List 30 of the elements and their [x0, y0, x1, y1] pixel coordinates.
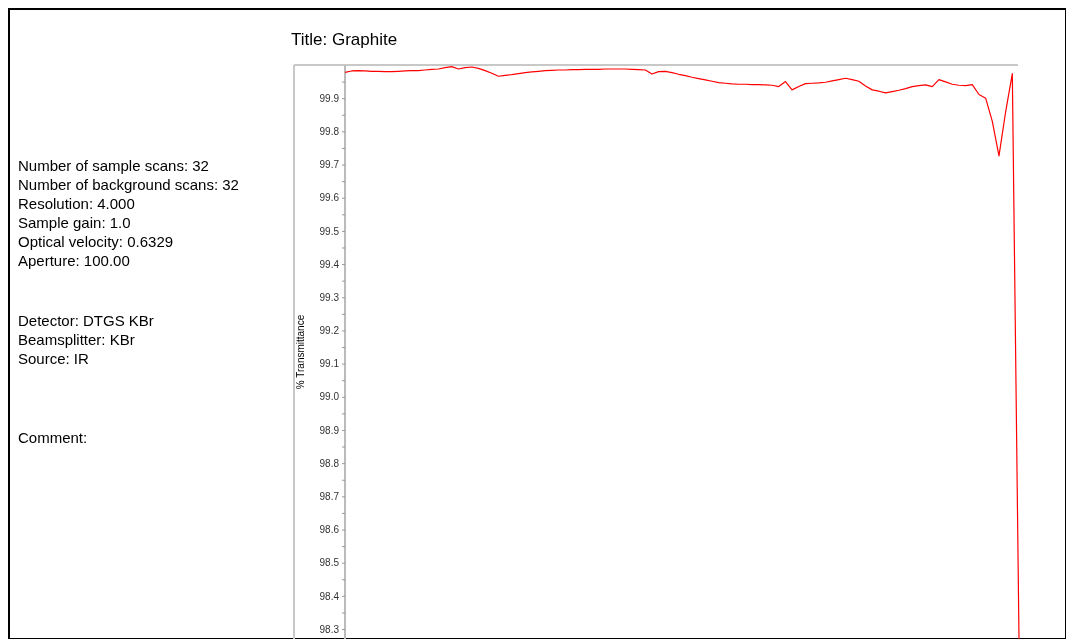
y-tick-label: 98.9: [319, 424, 340, 436]
text: Resolution: 4.000: [18, 195, 135, 212]
y-tick-label: 98.8: [319, 457, 340, 469]
text: Number of sample scans: 32: [18, 157, 209, 174]
y-tick-label: 98.4: [319, 590, 340, 602]
text: Sample gain: 1.0: [18, 214, 131, 231]
y-tick-label: 99.4: [319, 258, 340, 270]
text: Aperture: 100.00: [18, 252, 130, 269]
y-tick-label: 99.5: [319, 225, 340, 237]
y-axis-title: % Transmittance: [295, 314, 306, 390]
y-tick-label: 99.1: [319, 358, 340, 370]
y-tick-label: 99.0: [319, 391, 340, 403]
y-tick-label: 99.9: [319, 92, 340, 104]
line-series: [344, 66, 1020, 639]
y-tick-label: 98.6: [319, 524, 340, 536]
y-tick-label: 98.3: [319, 623, 340, 635]
text: Optical velocity: 0.6329: [18, 233, 174, 250]
text: Number of background scans: 32: [18, 176, 239, 193]
y-tick-label: 99.8: [319, 126, 340, 138]
chart-title: Title: Graphite: [291, 30, 398, 49]
text: Comment:: [18, 429, 88, 446]
y-tick-label: 99.3: [319, 291, 340, 303]
y-tick-label: 98.7: [319, 491, 340, 503]
y-tick-label: 99.6: [319, 192, 340, 204]
y-tick-label: 99.2: [319, 325, 340, 337]
y-tick-label: 98.5: [319, 557, 340, 569]
text: Beamsplitter: KBr: [18, 331, 135, 348]
y-tick-label: 99.7: [319, 159, 340, 171]
text: Detector: DTGS KBr: [18, 312, 154, 329]
source-note: Source: IR: [18, 350, 90, 367]
